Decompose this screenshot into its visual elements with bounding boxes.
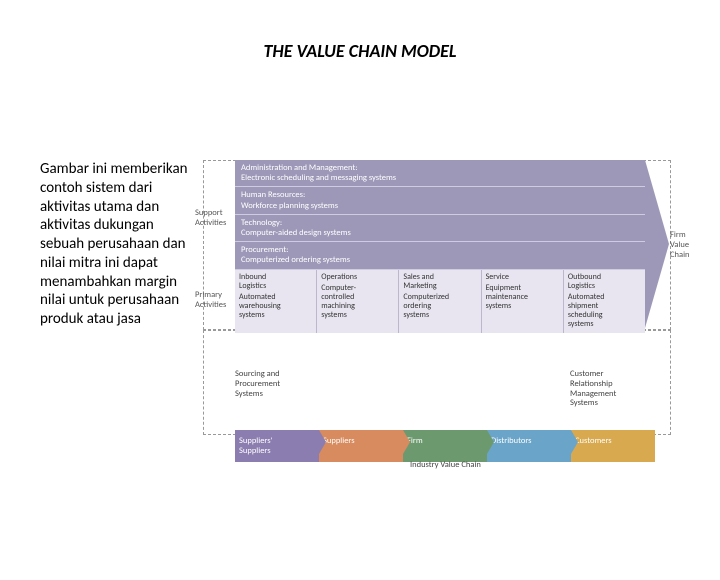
primary-activities-row: InboundLogisticsAutomatedwarehousingsyst… <box>235 270 645 333</box>
primary-activity-cell: Sales andMarketingComputerizedorderingsy… <box>399 270 481 333</box>
primary-activity-cell: OperationsComputer-controlledmachiningsy… <box>317 270 399 333</box>
description-text: Gambar ini memberikan contoh sistem dari… <box>40 160 190 329</box>
firm-value-chain: Administration and Management:Electronic… <box>235 160 645 333</box>
partner-labels-row: Sourcing andProcurementSystems CustomerR… <box>235 370 650 409</box>
ivc-cell: Firm <box>403 430 487 462</box>
ivc-cell: Suppliers'Suppliers <box>235 430 319 462</box>
value-chain-diagram: SupportActivities PrimaryActivities Admi… <box>195 160 695 333</box>
primary-activities-label: PrimaryActivities <box>195 290 226 310</box>
crm-label: CustomerRelationshipManagementSystems <box>570 370 650 409</box>
sourcing-label: Sourcing andProcurementSystems <box>235 370 315 409</box>
ivc-cell: Suppliers <box>319 430 403 462</box>
primary-activity-cell: ServiceEquipmentmaintenancesystems <box>482 270 564 333</box>
page-title: THE VALUE CHAIN MODEL <box>0 40 720 62</box>
support-activity-row: Technology:Computer-aided design systems <box>235 215 645 242</box>
ivc-cell: Distributors <box>487 430 571 462</box>
industry-value-chain-row: Suppliers'SuppliersSuppliersFirmDistribu… <box>235 430 655 462</box>
support-activity-row: Human Resources:Workforce planning syste… <box>235 187 645 214</box>
ivc-cell: Customers <box>571 430 655 462</box>
support-activity-row: Administration and Management:Electronic… <box>235 160 645 187</box>
industry-value-chain-caption: Industry Value Chain <box>410 460 481 470</box>
support-activities-label: SupportActivities <box>195 208 226 228</box>
support-activity-row: Procurement:Computerized ordering system… <box>235 242 645 269</box>
primary-activity-cell: InboundLogisticsAutomatedwarehousingsyst… <box>235 270 317 333</box>
arrow-head-icon <box>645 160 669 328</box>
firm-value-chain-label: FirmValueChain <box>670 230 690 261</box>
primary-activity-cell: OutboundLogisticsAutomatedshipmentschedu… <box>564 270 645 333</box>
